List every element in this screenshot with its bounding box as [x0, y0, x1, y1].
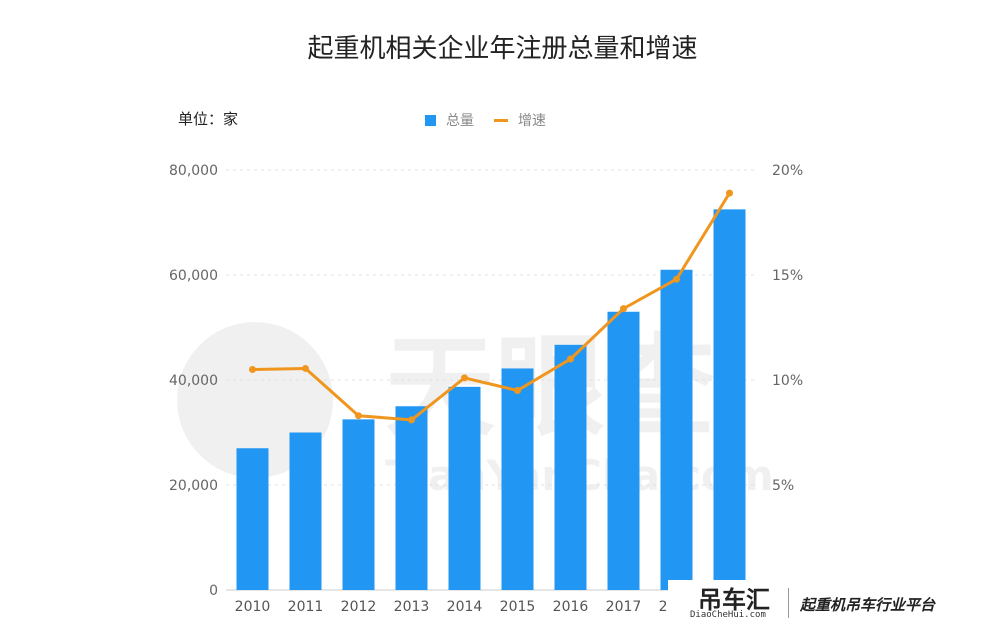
footer-separator	[788, 588, 789, 618]
legend-swatch-bar	[425, 114, 436, 126]
x-tick-label: 2017	[606, 599, 642, 615]
bar	[607, 311, 640, 590]
y-left-tick-label: 20,000	[169, 478, 218, 494]
bar	[448, 386, 481, 590]
legend: 总量 增速	[425, 110, 546, 130]
bar	[289, 432, 322, 590]
y-left-tick-label: 40,000	[169, 373, 218, 389]
line-point	[408, 416, 415, 424]
x-tick-label: 2015	[500, 599, 536, 615]
footer-brand: 吊车汇	[698, 586, 770, 614]
line-point	[461, 374, 468, 382]
line-point	[514, 387, 521, 394]
bar	[501, 368, 534, 590]
line-point	[249, 366, 256, 373]
line-point	[302, 364, 309, 372]
x-tick-label: 2012	[341, 599, 377, 615]
y-left-tick-label: 80,000	[169, 163, 218, 179]
footer-logo: 吊车汇 DiaoCheHui.com 起重机吊车行业平台	[668, 580, 968, 625]
bar	[660, 269, 693, 590]
line-point	[726, 189, 733, 197]
line-point	[355, 412, 362, 420]
x-tick-label: 2010	[235, 599, 271, 615]
bar	[713, 209, 746, 590]
line-point	[567, 355, 574, 363]
bar	[554, 344, 587, 590]
legend-swatch-line	[494, 118, 508, 122]
x-tick-label: 2014	[447, 599, 483, 615]
line-point	[620, 305, 627, 313]
x-tick-label: 2013	[394, 599, 430, 615]
bar	[236, 448, 269, 590]
y-right-tick-label: 5%	[772, 478, 794, 494]
y-left-tick-label: 60,000	[169, 268, 218, 284]
watermark-main-text: 天眼查	[385, 323, 715, 451]
series-line-growth	[252, 192, 731, 422]
y-right-tick-label: 20%	[772, 163, 803, 179]
y-left-tick-label: 0	[209, 583, 218, 599]
chart-title: 起重机相关企业年注册总量和增速	[307, 34, 698, 64]
x-tick-label: 2011	[288, 599, 324, 615]
bar	[395, 406, 428, 590]
y-right-tick-label: 15%	[772, 268, 803, 284]
y-right-tick-label: 10%	[772, 373, 803, 389]
legend-label-total: 总量	[446, 113, 474, 129]
x-tick-label: 2016	[553, 599, 589, 615]
line-point	[673, 275, 680, 283]
footer-slogan: 起重机吊车行业平台	[800, 596, 936, 614]
bar	[342, 419, 375, 590]
legend-label-growth: 增速	[518, 113, 546, 129]
footer-site: DiaoCheHui.com	[690, 610, 766, 620]
unit-label: 单位：家	[178, 110, 239, 128]
